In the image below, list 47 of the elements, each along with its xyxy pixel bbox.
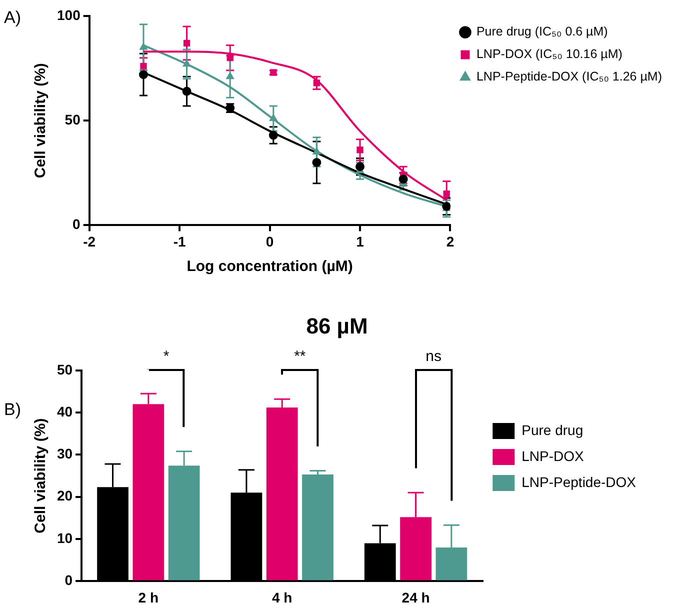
- point: [226, 72, 234, 80]
- point: [140, 42, 148, 50]
- y-tick-label: 50: [64, 111, 81, 128]
- x-axis-title: Log concentration (µM): [186, 258, 353, 276]
- y-tick-label: 100: [57, 6, 81, 23]
- y-tick-label: 0: [64, 572, 73, 588]
- legend-label: Pure drug (IC₅₀ 0.6 µM): [476, 24, 608, 39]
- point: [182, 60, 191, 67]
- x-tick-label: 2: [446, 233, 454, 250]
- point: [356, 146, 364, 154]
- legend-label: Pure drug: [522, 422, 584, 438]
- y-tick-label: 50: [56, 361, 73, 378]
- point: [269, 114, 278, 122]
- y-axis-title: Cell viability (%): [32, 63, 50, 178]
- legend-label: LNP-DOX (IC₅₀ 10.16 µM): [476, 47, 622, 62]
- point: [268, 130, 278, 140]
- point: [182, 86, 192, 96]
- x-tick-label: 0: [266, 233, 274, 250]
- point: [183, 40, 190, 47]
- x-tick-label: 1: [356, 233, 364, 250]
- y-tick-label: 30: [56, 446, 73, 462]
- text: A): [4, 8, 21, 28]
- x-tick-label: 24 h: [402, 589, 430, 606]
- point: [138, 70, 148, 80]
- point: [140, 62, 147, 70]
- y-tick-label: 40: [56, 403, 73, 420]
- point: [312, 158, 322, 167]
- point: [356, 162, 364, 172]
- point: [312, 147, 321, 154]
- chart-title: 86 µM: [306, 313, 368, 338]
- text: *: [163, 348, 170, 366]
- y-tick-label: 10: [56, 530, 73, 546]
- y-axis-title: Cell viability (%): [32, 418, 50, 534]
- point: [226, 54, 234, 62]
- legend-label: LNP-Peptide-DOX (IC₅₀ 1.26 µM): [476, 70, 662, 84]
- point: [443, 190, 450, 198]
- text: ns: [426, 348, 442, 366]
- legend-label: LNP-Peptide-DOX: [522, 474, 637, 490]
- x-tick-label: 2 h: [138, 589, 159, 606]
- legend-label: LNP-DOX: [522, 448, 585, 464]
- text: **: [294, 348, 306, 366]
- x-tick-label: -1: [173, 233, 186, 250]
- x-tick-label: -2: [83, 233, 96, 250]
- text: B): [4, 400, 21, 420]
- x-tick-label: 4 h: [272, 589, 292, 606]
- y-tick-label: 0: [72, 216, 81, 232]
- y-tick-label: 20: [56, 488, 73, 504]
